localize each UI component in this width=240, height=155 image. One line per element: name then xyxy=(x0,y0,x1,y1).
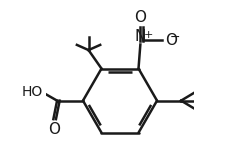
Text: +: + xyxy=(144,30,153,40)
Text: O: O xyxy=(48,122,60,137)
Text: O: O xyxy=(134,10,146,25)
Text: N: N xyxy=(135,29,146,44)
Text: HO: HO xyxy=(22,85,43,99)
Text: O: O xyxy=(165,33,177,48)
Text: −: − xyxy=(169,31,180,44)
